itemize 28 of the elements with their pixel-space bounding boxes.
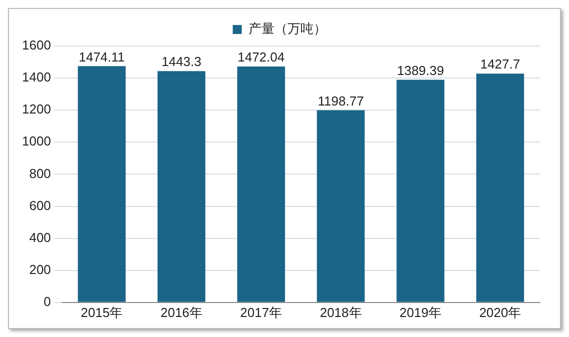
- x-tick-label: 2017年: [240, 304, 282, 320]
- y-tick-label: 1200: [22, 102, 51, 117]
- data-label: 1472.04: [238, 50, 285, 65]
- x-tick-label: 2016年: [160, 304, 202, 320]
- y-tick-label: 200: [29, 262, 51, 277]
- y-tick-label: 600: [29, 198, 51, 213]
- y-tick-label: 1400: [22, 70, 51, 85]
- bar: [158, 71, 206, 302]
- bar: [316, 110, 365, 302]
- data-label: 1427.7: [480, 56, 520, 72]
- bar: [237, 66, 286, 302]
- x-tick-label: 2018年: [320, 304, 362, 320]
- x-tick-label: 2019年: [400, 304, 442, 320]
- bar: [476, 74, 524, 302]
- bar: [396, 80, 444, 302]
- data-label: 1198.77: [318, 93, 364, 108]
- data-label: 1474.11: [78, 49, 125, 64]
- legend-label: 产量（万吨）: [248, 21, 326, 36]
- y-tick-label: 1000: [22, 134, 51, 149]
- y-tick-label: 0: [44, 294, 51, 309]
- y-tick-label: 400: [29, 230, 51, 245]
- data-label: 1443.3: [162, 54, 202, 70]
- y-tick-label: 800: [29, 166, 51, 181]
- y-tick-label: 1600: [22, 38, 51, 53]
- data-label: 1389.39: [396, 62, 444, 78]
- x-tick-label: 2015年: [80, 304, 123, 320]
- bar: [78, 66, 126, 302]
- x-tick-label: 2020年: [479, 304, 522, 320]
